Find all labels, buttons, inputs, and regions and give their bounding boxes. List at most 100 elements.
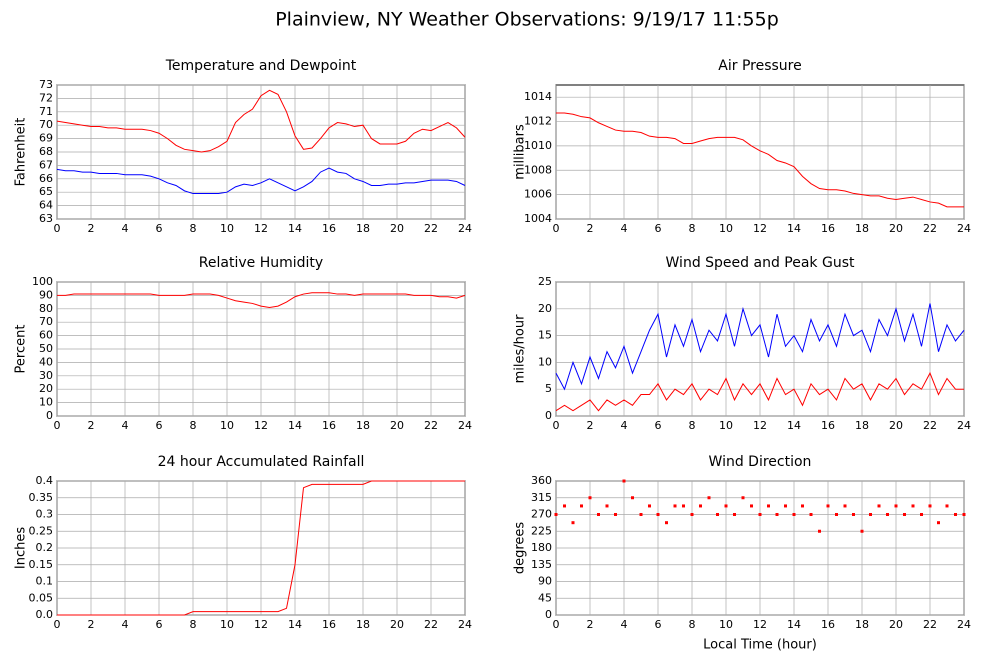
- chart-title: Wind Direction: [709, 454, 812, 470]
- y-tick-label: 15: [538, 329, 552, 342]
- x-tick-label: 18: [356, 419, 370, 432]
- data-point: [614, 513, 617, 516]
- x-tick-label: 6: [655, 618, 662, 631]
- x-tick-label: 8: [190, 222, 197, 235]
- data-point: [937, 521, 940, 525]
- y-tick-label: 0.4: [36, 474, 54, 487]
- x-tick-label: 4: [621, 419, 628, 432]
- y-tick-label: 10: [39, 396, 53, 409]
- y-tick-label: 40: [39, 355, 53, 368]
- x-tick-label: 0: [54, 419, 61, 432]
- x-tick-label: 6: [156, 222, 163, 235]
- y-tick-label: 63: [39, 212, 53, 225]
- y-tick-label: 0: [46, 409, 53, 422]
- x-tick-label: 6: [655, 222, 662, 235]
- y-tick-label: 0.25: [29, 524, 54, 537]
- y-tick-label: 1010: [524, 139, 552, 152]
- x-tick-label: 22: [923, 419, 937, 432]
- data-point: [622, 479, 626, 483]
- x-tick-label: 18: [855, 222, 869, 235]
- data-point: [639, 513, 643, 516]
- y-axis-label: degrees: [513, 522, 528, 575]
- x-tick-label: 4: [122, 618, 129, 631]
- x-tick-label: 16: [821, 222, 835, 235]
- x-tick-label: 20: [390, 222, 404, 235]
- x-tick-label: 2: [88, 618, 95, 631]
- x-tick-label: 24: [957, 222, 971, 235]
- y-tick-label: 90: [39, 288, 53, 301]
- x-tick-label: 0: [54, 222, 61, 235]
- y-tick-label: 25: [538, 275, 552, 288]
- x-tick-label: 24: [957, 419, 971, 432]
- x-tick-label: 12: [753, 618, 767, 631]
- x-tick-label: 10: [719, 618, 733, 631]
- y-tick-label: 0.2: [36, 541, 54, 554]
- x-tick-label: 8: [689, 222, 696, 235]
- x-tick-label: 2: [587, 419, 594, 432]
- y-tick-label: 20: [39, 382, 53, 395]
- data-line: [57, 292, 466, 308]
- y-tick-label: 270: [531, 508, 552, 521]
- x-tick-label: 16: [322, 419, 336, 432]
- y-tick-label: 135: [531, 558, 552, 571]
- x-tick-label: 16: [322, 618, 336, 631]
- y-tick-label: 100: [32, 275, 53, 288]
- y-tick-label: 71: [39, 105, 53, 118]
- x-tick-label: 6: [156, 618, 163, 631]
- y-tick-label: 90: [538, 575, 552, 588]
- x-tick-label: 10: [220, 222, 234, 235]
- x-tick-label: 22: [923, 618, 937, 631]
- x-tick-label: 8: [190, 618, 197, 631]
- y-tick-label: 65: [39, 185, 53, 198]
- x-tick-label: 18: [356, 222, 370, 235]
- data-point: [809, 513, 813, 516]
- data-point: [877, 504, 881, 508]
- chart-title: Temperature and Dewpoint: [165, 58, 357, 74]
- data-point: [554, 513, 558, 516]
- x-tick-label: 24: [458, 419, 472, 432]
- data-point: [605, 504, 609, 508]
- x-tick-label: 18: [356, 618, 370, 631]
- x-tick-label: 18: [855, 618, 869, 631]
- x-tick-label: 0: [54, 618, 61, 631]
- data-point: [597, 513, 600, 516]
- data-point: [835, 513, 838, 516]
- x-tick-label: 18: [855, 419, 869, 432]
- x-tick-label: 4: [122, 419, 129, 432]
- page-title: Plainview, NY Weather Observations: 9/19…: [275, 9, 779, 31]
- x-tick-label: 12: [753, 222, 767, 235]
- x-tick-label: 20: [889, 419, 903, 432]
- data-point: [954, 513, 957, 516]
- y-tick-label: 67: [39, 158, 53, 171]
- data-line: [555, 371, 964, 412]
- chart-title: Wind Speed and Peak Gust: [666, 255, 855, 271]
- x-tick-label: 2: [587, 618, 594, 631]
- data-point: [656, 513, 660, 516]
- x-tick-label: 6: [156, 419, 163, 432]
- x-tick-label: 10: [719, 419, 733, 432]
- data-point: [792, 513, 796, 516]
- y-tick-label: 60: [39, 329, 53, 342]
- data-point: [928, 504, 932, 508]
- y-tick-label: 1004: [524, 212, 552, 225]
- data-point: [945, 504, 949, 508]
- x-tick-label: 16: [821, 618, 835, 631]
- y-tick-label: 0: [545, 608, 552, 621]
- y-tick-label: 50: [39, 342, 53, 355]
- x-tick-label: 20: [390, 419, 404, 432]
- data-point: [784, 504, 787, 508]
- data-point: [716, 513, 719, 516]
- x-tick-label: 8: [689, 419, 696, 432]
- y-tick-label: 64: [39, 199, 53, 212]
- x-tick-label: 22: [424, 618, 438, 631]
- x-tick-label: 12: [254, 222, 268, 235]
- y-tick-label: 30: [39, 369, 53, 382]
- x-tick-label: 24: [458, 222, 472, 235]
- x-tick-label: 4: [122, 222, 129, 235]
- y-tick-label: 66: [39, 172, 53, 185]
- y-tick-label: 0.3: [36, 508, 54, 521]
- y-tick-label: 0.0: [36, 608, 54, 621]
- y-axis-label: millibars: [513, 124, 528, 180]
- x-tick-label: 0: [553, 419, 560, 432]
